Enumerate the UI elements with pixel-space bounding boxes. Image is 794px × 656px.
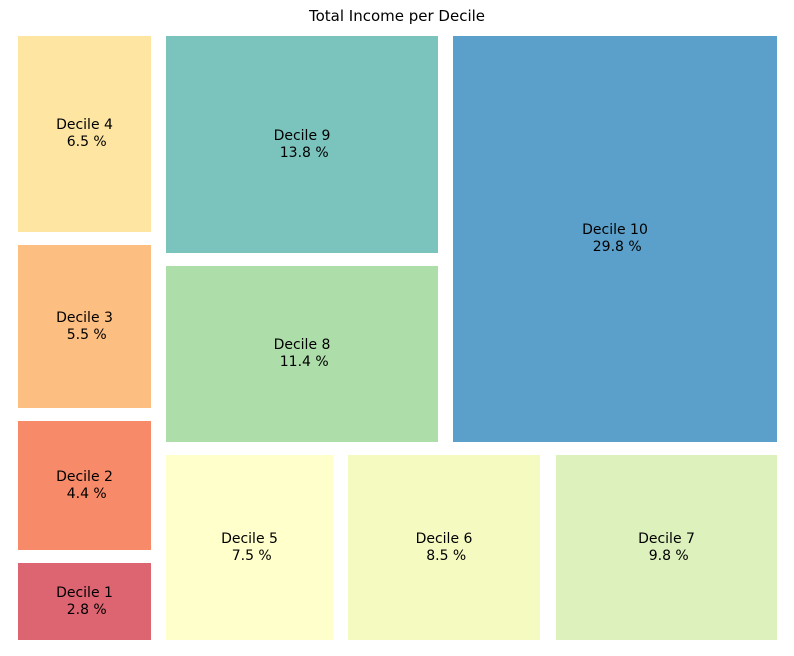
chart-title: Total Income per Decile xyxy=(308,7,486,25)
treemap-tile-label-decile-5: Decile 5 7.5 % xyxy=(221,530,278,564)
treemap-tile-decile-5 xyxy=(166,455,333,640)
treemap-tile-decile-2 xyxy=(18,421,151,550)
treemap-tile-decile-4 xyxy=(18,36,151,232)
treemap-tile-decile-6 xyxy=(348,455,540,640)
treemap-tile-label-decile-9: Decile 9 13.8 % xyxy=(273,127,331,161)
treemap-tile-decile-10 xyxy=(453,36,777,442)
treemap-tile-label-decile-3: Decile 3 5.5 % xyxy=(56,309,113,343)
treemap-tile-label-decile-8: Decile 8 11.4 % xyxy=(273,337,331,370)
treemap-tile-label-decile-10: Decile 10 29.8 % xyxy=(582,222,648,255)
treemap-tile-decile-3 xyxy=(18,245,151,408)
treemap-tile-label-decile-6: Decile 6 8.5 % xyxy=(415,530,473,564)
treemap-tile-label-decile-4: Decile 4 6.5 % xyxy=(56,117,113,150)
treemap-tile-decile-9 xyxy=(166,36,438,253)
treemap-tile-label-decile-7: Decile 7 9.8 % xyxy=(638,530,695,564)
treemap-tile-label-decile-2: Decile 2 4.4 % xyxy=(56,468,113,502)
treemap-tile-label-decile-1: Decile 1 2.8 % xyxy=(56,584,113,618)
treemap-tile-decile-7 xyxy=(556,455,777,640)
treemap-tile-decile-8 xyxy=(166,266,438,442)
treemap-tile-decile-1 xyxy=(18,563,151,640)
